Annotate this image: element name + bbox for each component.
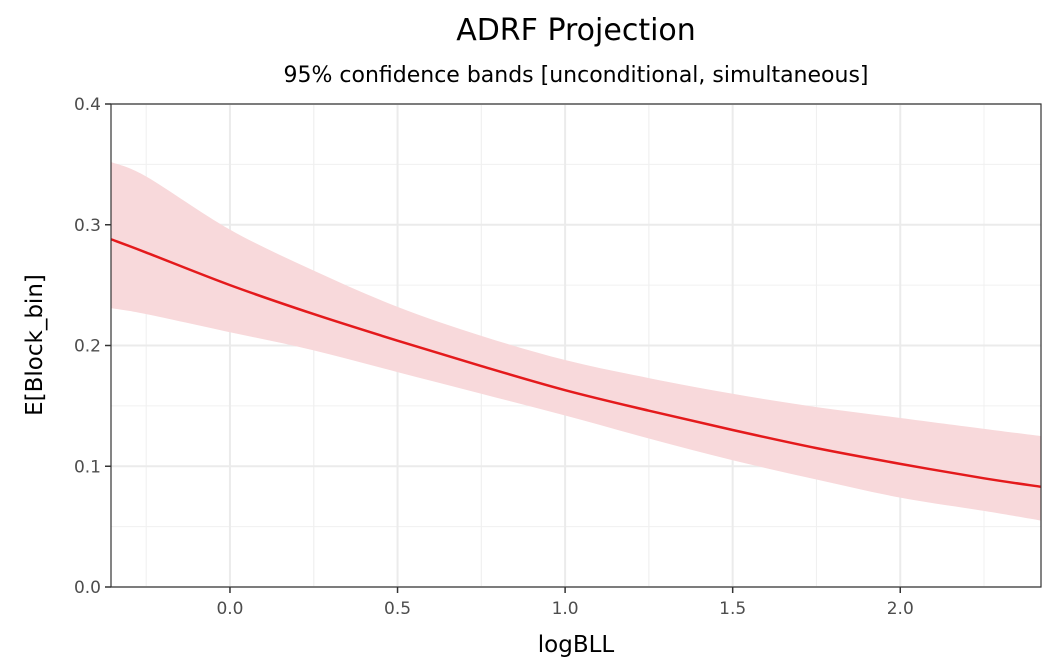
axes: 0.0 0.5 1.0 1.5 2.0 0.0 0.1 0.2 0.3 0.4 <box>74 95 1042 619</box>
y-tick-label: 0.1 <box>74 457 101 477</box>
x-axis-label: logBLL <box>538 632 615 658</box>
x-tick-label: 2.0 <box>887 599 914 619</box>
estimate-line <box>110 238 1042 489</box>
y-tick-label: 0.3 <box>74 216 101 236</box>
confidence-band <box>111 161 1041 521</box>
y-tick-label: 0.4 <box>74 95 101 115</box>
y-tick-label: 0.2 <box>74 337 101 357</box>
x-tick-label: 0.5 <box>384 599 411 619</box>
y-axis-label: E[Block_bin] <box>22 274 48 416</box>
chart-title: ADRF Projection <box>456 13 696 48</box>
y-tick-label: 0.0 <box>74 578 101 598</box>
x-tick-label: 1.0 <box>552 599 579 619</box>
marks <box>110 161 1042 521</box>
x-tick-label: 0.0 <box>216 599 243 619</box>
grid <box>111 103 1041 588</box>
x-tick-label: 1.5 <box>719 599 746 619</box>
chart-subtitle: 95% confidence bands [unconditional, sim… <box>284 63 869 88</box>
